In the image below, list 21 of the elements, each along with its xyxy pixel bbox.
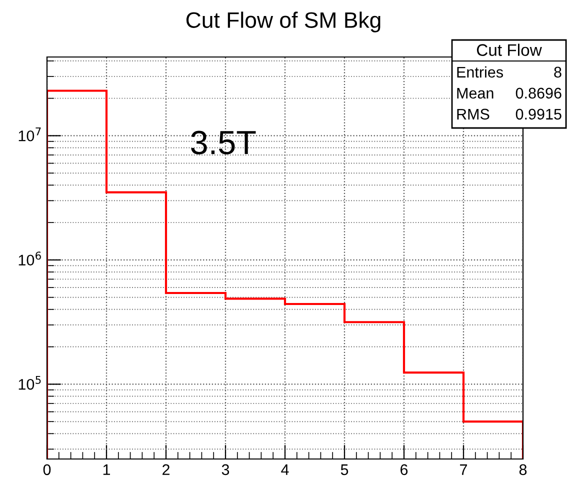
x-tick-label: 0 bbox=[43, 464, 51, 476]
annotation: RMS bbox=[457, 108, 490, 120]
y-tick-label: 10$^{6}$ bbox=[18, 252, 41, 266]
text: Cut Flow bbox=[476, 44, 542, 56]
y-tick-label: 10$^{7}$ bbox=[18, 127, 41, 142]
y-tick-label: 10$^{5}$ bbox=[18, 376, 41, 390]
chart-title: Cut Flow of SM Bkg bbox=[186, 12, 380, 32]
annotation: 0.9915 bbox=[516, 108, 562, 120]
x-tick-label: 7 bbox=[460, 464, 467, 475]
x-tick-label: 2 bbox=[162, 464, 170, 475]
x-tick-label: 8 bbox=[519, 464, 527, 476]
annotation: 0.8696 bbox=[516, 88, 562, 99]
x-tick-label: 3 bbox=[222, 464, 230, 476]
annotation: Mean bbox=[457, 88, 494, 99]
annotation: 3.5T bbox=[191, 130, 256, 154]
x-tick-label: 4 bbox=[281, 464, 289, 475]
annotation: Entries bbox=[457, 66, 503, 78]
text: 8 bbox=[554, 66, 562, 78]
x-tick-label: 5 bbox=[340, 464, 348, 476]
x-tick-label: 6 bbox=[400, 464, 408, 476]
x-tick-label: 1 bbox=[103, 464, 110, 475]
